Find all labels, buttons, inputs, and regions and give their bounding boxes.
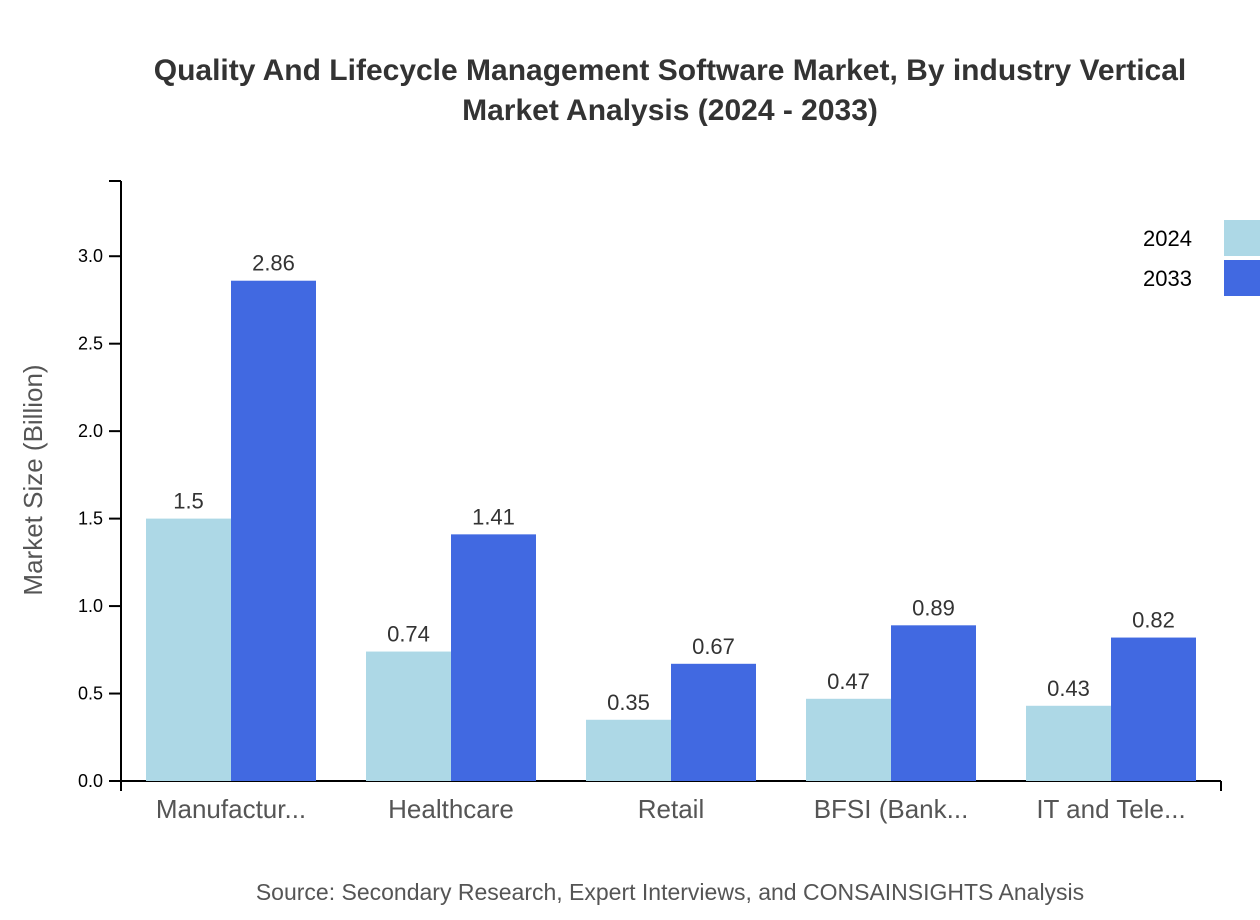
y-tick-label: 2.5 [78, 334, 103, 354]
bar-2033 [1111, 637, 1196, 781]
data-label: 0.47 [827, 669, 870, 694]
x-tick-label: Manufactur... [156, 794, 306, 824]
data-label: 1.41 [472, 504, 515, 529]
bar-2033 [671, 663, 756, 781]
chart-subtitle: Market Analysis (2024 - 2033) [462, 94, 878, 127]
y-tick-label: 0.5 [78, 684, 103, 704]
y-axis-label: Market Size (Billion) [18, 364, 48, 595]
data-label: 0.74 [387, 622, 430, 647]
y-tick-label: 1.5 [78, 509, 103, 529]
data-label: 0.35 [607, 690, 650, 715]
y-tick-label: 3.0 [78, 246, 103, 266]
bar-2024 [146, 518, 231, 781]
x-tick-label: Retail [638, 794, 704, 824]
bar-2024 [366, 651, 451, 781]
y-tick-label: 2.0 [78, 421, 103, 441]
x-tick-label: Healthcare [388, 794, 514, 824]
source-note: Source: Secondary Research, Expert Inter… [256, 879, 1084, 905]
y-tick-label: 0.0 [78, 771, 103, 791]
chart-title: Quality And Lifecycle Management Softwar… [154, 54, 1187, 87]
bar-2033 [451, 534, 536, 781]
data-label: 1.5 [173, 489, 204, 514]
x-tick-label: BFSI (Bank... [814, 794, 969, 824]
y-tick-label: 1.0 [78, 596, 103, 616]
x-tick-label: IT and Tele... [1036, 794, 1185, 824]
data-label: 0.43 [1047, 676, 1090, 701]
bar-2024 [586, 719, 671, 781]
legend-label: 2024 [1143, 226, 1192, 251]
bar-2033 [891, 625, 976, 781]
data-label: 2.86 [252, 251, 295, 276]
bar-2033 [231, 280, 316, 781]
data-label: 0.82 [1132, 608, 1175, 633]
data-label: 0.67 [692, 634, 735, 659]
bar-2024 [806, 698, 891, 781]
legend-swatch-2024 [1224, 220, 1260, 256]
data-label: 0.89 [912, 595, 955, 620]
bar-2024 [1026, 705, 1111, 781]
legend-swatch-2033 [1224, 260, 1260, 296]
legend-label: 2033 [1143, 266, 1192, 291]
